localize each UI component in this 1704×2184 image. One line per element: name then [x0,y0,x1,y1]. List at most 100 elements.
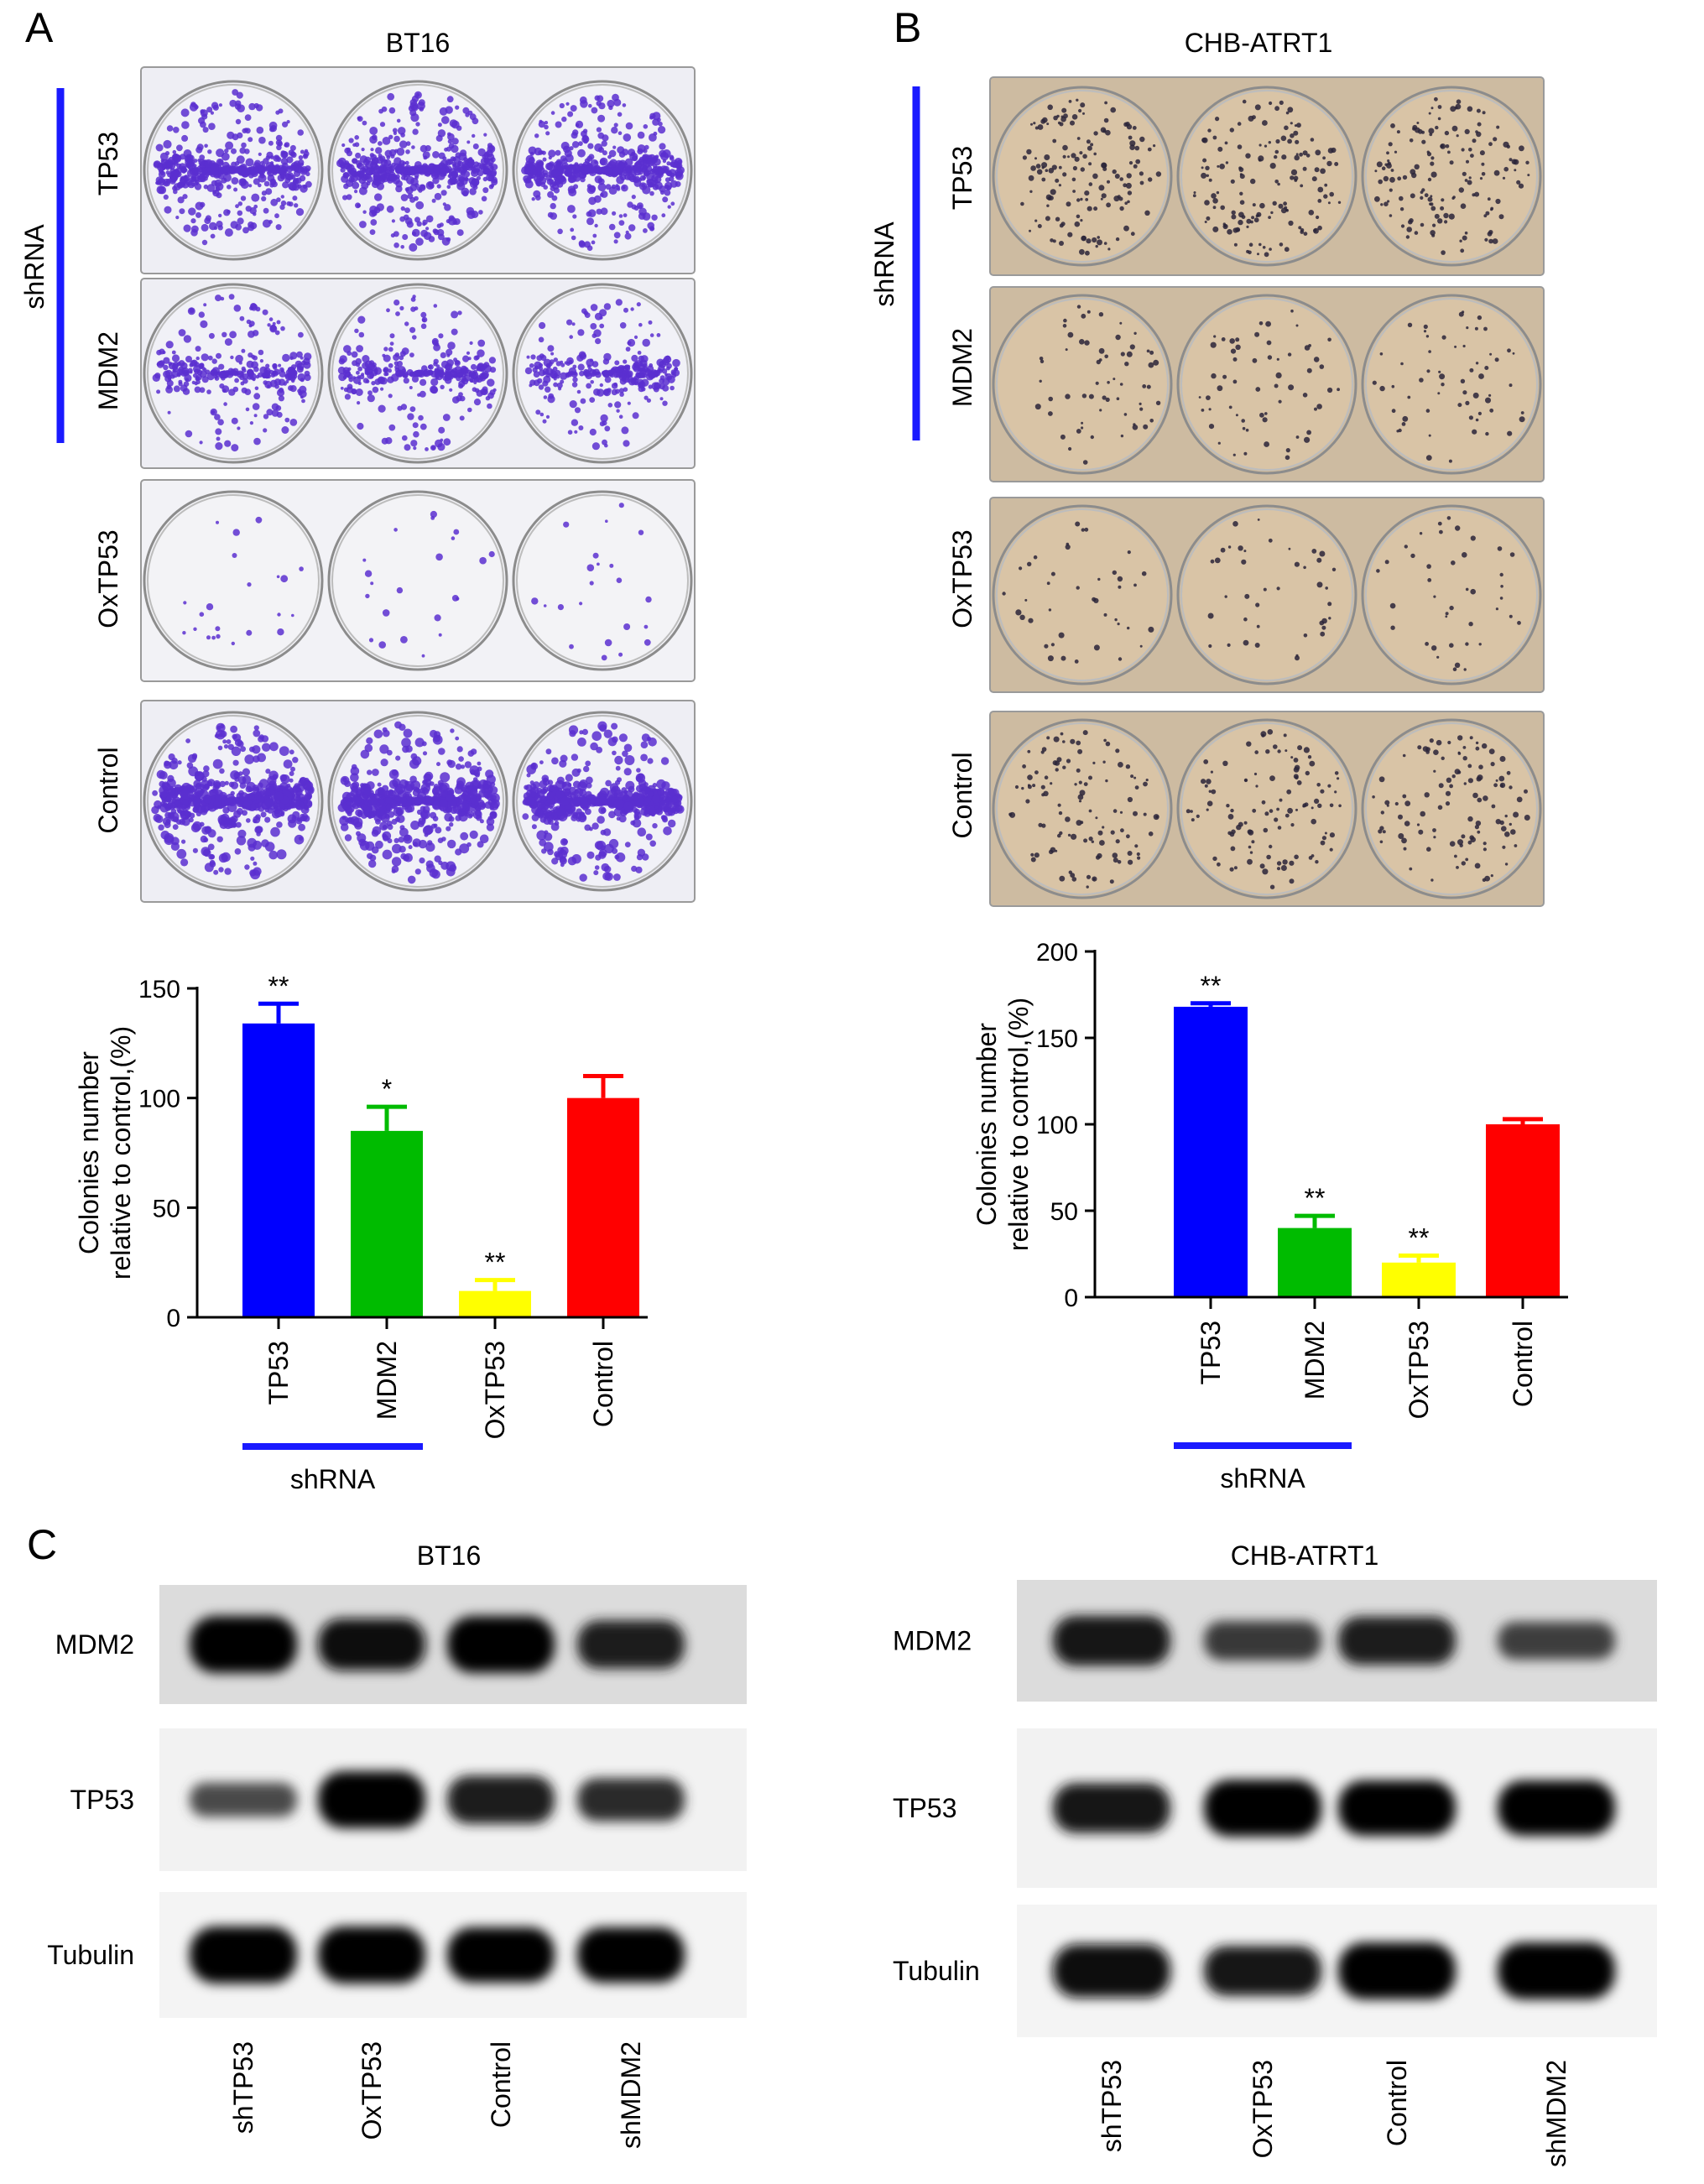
culture-well [1176,504,1357,685]
blot-band [1498,1780,1615,1836]
culture-well [143,490,324,671]
y-tick-label: 50 [153,1195,180,1222]
x-tick-label: OxTP53 [480,1341,510,1439]
blot-band [318,1771,425,1828]
blot-lane-label: OxTP53 [357,2041,387,2140]
row-label-a-mdm2: MDM2 [93,331,123,410]
culture-well [143,80,324,261]
y-axis-label: relative to control,(%) [1003,998,1034,1251]
y-tick-label: 150 [1036,1025,1078,1053]
blot-band [1053,1783,1170,1833]
culture-well [992,718,1173,899]
row-label-a-oxtp53: OxTP53 [93,529,123,628]
blot-band [577,1620,685,1669]
blot-band [447,1616,555,1673]
plate-strip-tp53 [140,66,696,274]
culture-well [143,283,324,464]
western-blot-bt16: MDM2 TP53 Tubulin shTP53 OxTP53 Control shMDM2 [47,1585,747,2149]
blot-band [1204,1621,1321,1660]
x-tick-label: TP53 [263,1341,294,1405]
y-tick-label: 0 [166,1305,180,1332]
panel-b-letter: B [894,4,921,51]
y-tick-label: 100 [1036,1112,1078,1139]
y-axis-label: relative to control,(%) [106,1026,136,1280]
y-tick-label: 0 [1064,1285,1078,1312]
bar-tp53 [1174,1006,1248,1297]
y-axis-label: Colonies number [972,1023,1002,1226]
culture-well [327,80,508,261]
significance-marker: ** [1409,1223,1430,1254]
blot-band [318,1618,425,1671]
significance-marker: ** [1201,971,1222,1001]
blot-band [577,1927,685,1983]
blot-strip-mdm2 [1017,1580,1657,1702]
blot-band [1053,1615,1170,1666]
blot-row-label: MDM2 [893,1626,972,1656]
culture-well [1361,294,1542,475]
blot-band [1338,1780,1456,1836]
culture-well [992,86,1173,267]
blot-band [190,1616,297,1673]
plate-strip-oxtp53 [989,497,1545,693]
blot-strip-tubulin [1017,1905,1657,2037]
shrna-group-label: shRNA [290,1464,376,1494]
y-axis-label: Colonies number [74,1051,104,1254]
y-tick-label: 200 [1036,939,1078,967]
blot-lane-label: Control [486,2041,516,2128]
blot-lane-label: OxTP53 [1248,2060,1278,2158]
bar-oxtp53 [1382,1262,1456,1297]
x-tick-label: Control [588,1341,618,1427]
culture-well [1361,718,1542,899]
blot-strip-tp53 [1017,1728,1657,1888]
culture-well [512,490,693,671]
bar-chart-bt16: 0 50 100 150 Colonies number relative to cont… [74,971,648,1494]
culture-well [992,294,1173,475]
plates-bt16 [140,66,696,903]
y-tick-label: 100 [138,1086,180,1113]
panel-b-title: CHB-ATRT1 [1185,28,1333,58]
panel-c-letter: C [27,1521,57,1568]
blot-strip-tubulin [159,1892,747,2018]
blot-band [1204,1946,1321,1996]
blot-band [1498,1622,1615,1660]
culture-well [1361,86,1542,267]
culture-well [1176,294,1357,475]
blot-band [447,1927,555,1983]
shrna-group-label: shRNA [1220,1463,1305,1493]
plate-strip-mdm2 [140,278,696,469]
bar-oxtp53 [459,1290,531,1317]
culture-well [327,711,508,892]
blot-band [190,1782,297,1817]
blot-strip-mdm2 [159,1585,747,1704]
plate-strip-oxtp53 [140,479,696,682]
culture-well [512,711,693,892]
row-label-b-oxtp53: OxTP53 [947,529,977,628]
culture-well [1176,718,1357,899]
blot-row-label: Tubulin [47,1940,134,1970]
blot-band [1338,1616,1456,1665]
significance-marker: * [382,1074,392,1104]
x-tick-label: OxTP53 [1404,1321,1434,1419]
panel-a-letter: A [25,4,54,51]
bar-control [1486,1124,1560,1297]
plate-strip-mdm2 [989,286,1545,482]
culture-well [143,711,324,892]
significance-marker: ** [268,971,289,1001]
blot-band [190,1926,297,1983]
bar-mdm2 [351,1130,423,1317]
x-tick-label: TP53 [1196,1321,1226,1384]
plate-strip-control [140,700,696,903]
culture-well [327,283,508,464]
blot-band [1338,1942,1456,1999]
plates-chb-atrt1 [989,76,1545,907]
panel-c-left-title: BT16 [417,1540,481,1571]
row-label-b-mdm2: MDM2 [947,328,977,407]
blot-band [1498,1942,1615,1999]
significance-marker: ** [485,1248,506,1278]
x-tick-label: MDM2 [1300,1321,1330,1400]
blot-band [1053,1944,1170,1998]
x-tick-label: MDM2 [372,1341,402,1420]
blot-row-label: MDM2 [55,1629,134,1660]
blot-lane-label: shTP53 [1097,2060,1127,2152]
